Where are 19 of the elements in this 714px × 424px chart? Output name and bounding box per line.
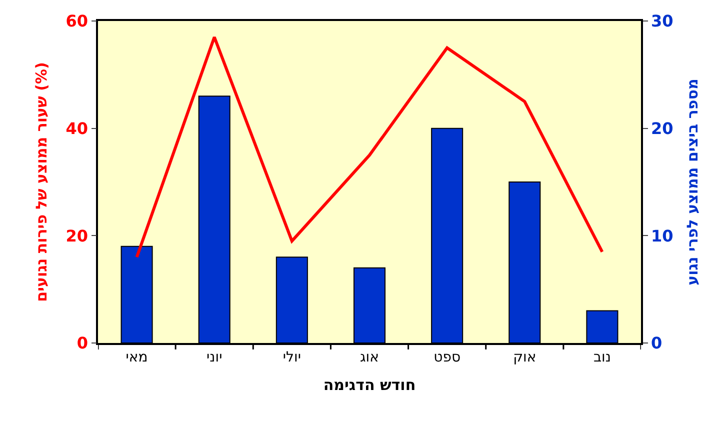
x-tick-label: יוני [206, 350, 222, 366]
y2-tick-label: 30 [650, 12, 674, 31]
y-axis-title: שעור ממוצע של פירות נגועים (%) [32, 62, 51, 302]
x-tick-label: אוק [513, 350, 536, 366]
x-tick-label: אוג [360, 350, 379, 366]
y-tick-label: 20 [66, 226, 88, 246]
x-tick-label: יולי [282, 350, 301, 366]
x-axis-title: חודש הדגימה [323, 376, 416, 394]
x-tick-label: ספט [434, 350, 461, 366]
y2-tick-label: 20 [650, 118, 674, 138]
x-tick-label: מאי [126, 350, 148, 366]
y2-axis-title: מספר ביצים ממוצע לפרי נגוע [684, 78, 702, 286]
y2-tick-label: 10 [650, 226, 674, 246]
y-tick-label: 60 [66, 12, 88, 31]
y2-tick-label: 0 [650, 334, 662, 353]
line-series [135, 36, 604, 259]
y-tick-label: 40 [66, 118, 88, 138]
y-tick-label: 0 [76, 334, 88, 353]
x-tick-label: נוב [593, 350, 611, 366]
